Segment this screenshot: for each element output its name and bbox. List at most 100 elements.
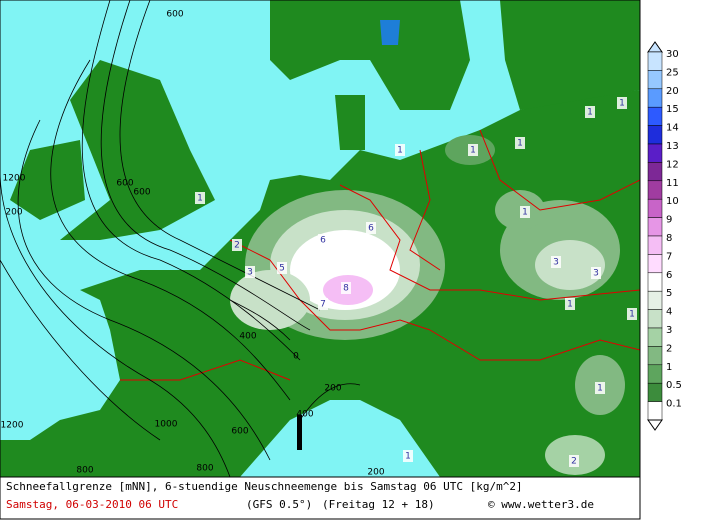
snow-label-box [515, 137, 525, 149]
colorbar-band [647, 364, 663, 384]
colorbar-band [647, 51, 663, 71]
snow-label: 1 [567, 300, 573, 310]
snow-label-box [318, 298, 328, 310]
colorbar-band [647, 106, 663, 126]
colorbar-label: 15 [666, 104, 679, 115]
colorbar-label: 30 [666, 49, 679, 60]
alps-marker [297, 415, 302, 450]
snow-label: 2 [571, 457, 577, 467]
colorbar-label: 1 [666, 362, 672, 373]
colorbar-band [647, 235, 663, 255]
contour-label: 400 [296, 410, 313, 420]
colorbar-band [647, 401, 663, 421]
snow-label-box [591, 267, 601, 279]
snow-label: 1 [587, 108, 593, 118]
footer-credit: © www.wetter3.de [488, 498, 594, 511]
colorbar-label: 0.5 [666, 380, 682, 391]
colorbar-label: 25 [666, 67, 679, 78]
colorbar-label: 7 [666, 251, 672, 262]
footer-box [0, 476, 641, 520]
snow-label-box [551, 256, 561, 268]
snow-label: 1 [470, 146, 476, 156]
snow-label-box [195, 192, 205, 204]
colorbar-arrow-top [647, 41, 663, 53]
snow-label: 1 [522, 208, 528, 218]
snow-label: 1 [197, 194, 203, 204]
borders [120, 129, 641, 381]
snow-label: 6 [320, 236, 326, 246]
contour-label: 200 [5, 208, 22, 218]
snow-label: 1 [397, 146, 403, 156]
contour-label: 1200 [3, 174, 26, 184]
colorbar-band [647, 290, 663, 310]
contours [0, 0, 361, 478]
snow-label-box [232, 239, 242, 251]
snow-label-box [245, 266, 255, 278]
colorbar-band [647, 346, 663, 366]
colorbar-band [647, 198, 663, 218]
colorbar-label: 9 [666, 215, 672, 226]
snow-label: 7 [320, 300, 326, 310]
colorbar-band [647, 272, 663, 292]
colorbar-label: 2 [666, 343, 672, 354]
colorbar-label: 12 [666, 159, 679, 170]
snow-label-box [595, 382, 605, 394]
contour-label: 0 [293, 352, 299, 362]
contour-label: 600 [166, 10, 183, 20]
contour-label: 1200 [1, 421, 24, 431]
snow-label-box [468, 144, 478, 156]
contour-label: 800 [76, 466, 93, 476]
snow-label: 3 [553, 258, 559, 268]
snow-shading [230, 135, 625, 475]
map-labels: 6001200200600600400020040010006001200800… [1, 10, 637, 478]
snow-label: 3 [247, 268, 253, 278]
colorbar-band [647, 180, 663, 200]
snow-label-box [565, 298, 575, 310]
colorbar-band [647, 143, 663, 163]
snow-label-box [520, 206, 530, 218]
contour-label: 800 [196, 464, 213, 474]
footer-date: Samstag, 06-03-2010 06 UTC [6, 498, 178, 511]
snow-label-box [318, 234, 328, 246]
footer-model: (GFS 0.5°) [246, 498, 312, 511]
contour-label: 600 [116, 179, 133, 189]
snow-label: 1 [405, 452, 411, 462]
colorbar-label: 13 [666, 141, 679, 152]
snow-label: 1 [597, 384, 603, 394]
contour-label: 400 [239, 332, 256, 342]
snow-label-box [627, 308, 637, 320]
snow-label: 3 [593, 269, 599, 279]
colorbar-band [647, 217, 663, 237]
colorbar-band [647, 254, 663, 274]
colorbar-arrow-bottom [647, 419, 663, 431]
snow-label-box [341, 282, 351, 294]
footer-run: (Freitag 12 + 18) [322, 498, 435, 511]
colorbar-label: 8 [666, 233, 672, 244]
colorbar-band [647, 382, 663, 402]
snow-label: 1 [517, 139, 523, 149]
snow-label: 2 [234, 241, 240, 251]
colorbar-band [647, 70, 663, 90]
contour-label: 600 [133, 188, 150, 198]
colorbar-band [647, 327, 663, 347]
colorbar-label: 4 [666, 307, 672, 318]
contour-label: 1000 [155, 420, 178, 430]
colorbar-label: 6 [666, 270, 672, 281]
footer-title: Schneefallgrenze [mNN], 6-stuendige Neus… [6, 480, 523, 493]
snow-label-box [569, 455, 579, 467]
snow-label-box [617, 97, 627, 109]
colorbar-label: 3 [666, 325, 672, 336]
colorbar-band [647, 88, 663, 108]
snow-label: 5 [279, 264, 285, 274]
colorbar-band [647, 125, 663, 145]
colorbar-label: 20 [666, 86, 679, 97]
snow-label-box [585, 106, 595, 118]
colorbar-label: 14 [666, 123, 679, 134]
colorbar-band [647, 309, 663, 329]
snow-label: 1 [619, 99, 625, 109]
snow-label-box [395, 144, 405, 156]
colorbar-label: 0.1 [666, 399, 682, 410]
colorbar-label: 5 [666, 288, 672, 299]
snow-label-box [403, 450, 413, 462]
